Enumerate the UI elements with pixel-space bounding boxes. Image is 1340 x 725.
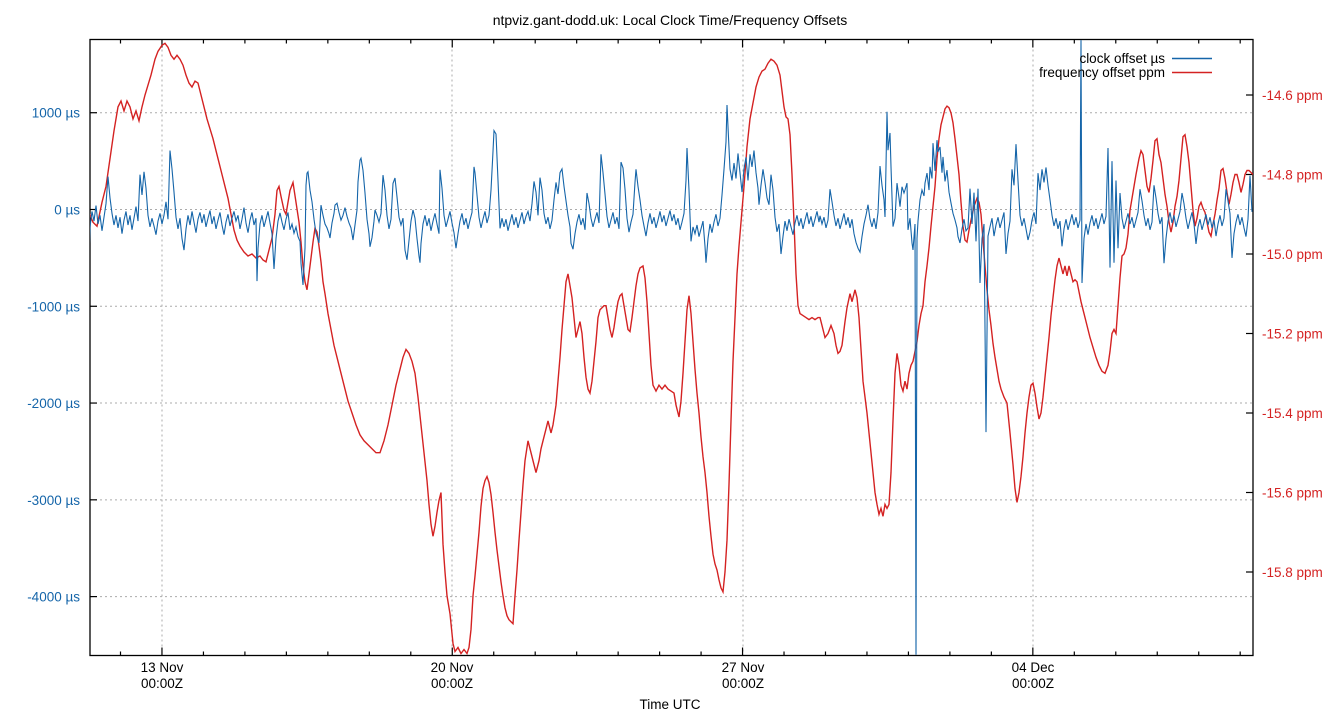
plot-border (89, 38, 1254, 657)
legend: clock offset µs frequency offset ppm (1039, 51, 1212, 80)
y-left-tick-label: -3000 µs (27, 493, 80, 508)
x-tick-label: 13 Nov 00:00Z (141, 660, 184, 691)
y-right-tick-label: -15.6 ppm (1262, 486, 1323, 501)
y-right-tick-label: -15.8 ppm (1262, 565, 1323, 580)
y-left-tick-label: 1000 µs (32, 106, 81, 121)
y-right-tick-labels: -14.6 ppm -14.8 ppm -15.0 ppm -15.2 ppm -15.… (1262, 88, 1323, 580)
y-left-tick-labels: 1000 µs 0 µs -1000 µs -2000 µs -3000 µs -4000… (27, 106, 80, 605)
y-right-tick-label: -15.0 ppm (1262, 247, 1323, 262)
x-tick-label: 04 Dec 00:00Z (1012, 660, 1055, 691)
y-right-tick-label: -15.2 ppm (1262, 327, 1323, 342)
chart-title: ntpviz.gant-dodd.uk: Local Clock Time/Fr… (493, 12, 848, 28)
plot-frame (89, 38, 1254, 657)
x-axis-title: Time UTC (640, 697, 701, 712)
legend-label-clock-offset: clock offset µs (1079, 51, 1165, 66)
y-left-tick-label: -4000 µs (27, 590, 80, 605)
legend-label-frequency-offset: frequency offset ppm (1039, 65, 1165, 80)
y-right-tick-label: -14.6 ppm (1262, 88, 1323, 103)
y-left-tick-label: -2000 µs (27, 396, 80, 411)
y-right-tick-label: -15.4 ppm (1262, 406, 1323, 421)
x-tick-label: 20 Nov 00:00Z (431, 660, 474, 691)
y-left-tick-label: -1000 µs (27, 299, 80, 314)
y-left-tick-label: 0 µs (54, 203, 80, 218)
clock-offset-series (90, 40, 1253, 655)
y-right-tick-label: -14.8 ppm (1262, 168, 1323, 183)
x-tick-label: 27 Nov 00:00Z (722, 660, 765, 691)
frequency-offset-series (90, 42, 1253, 655)
x-tick-labels: 13 Nov 00:00Z 20 Nov 00:00Z 27 Nov 00:00Z 04 D… (141, 660, 1055, 691)
gridlines (90, 39, 1253, 656)
axis-ticks (90, 39, 1253, 656)
